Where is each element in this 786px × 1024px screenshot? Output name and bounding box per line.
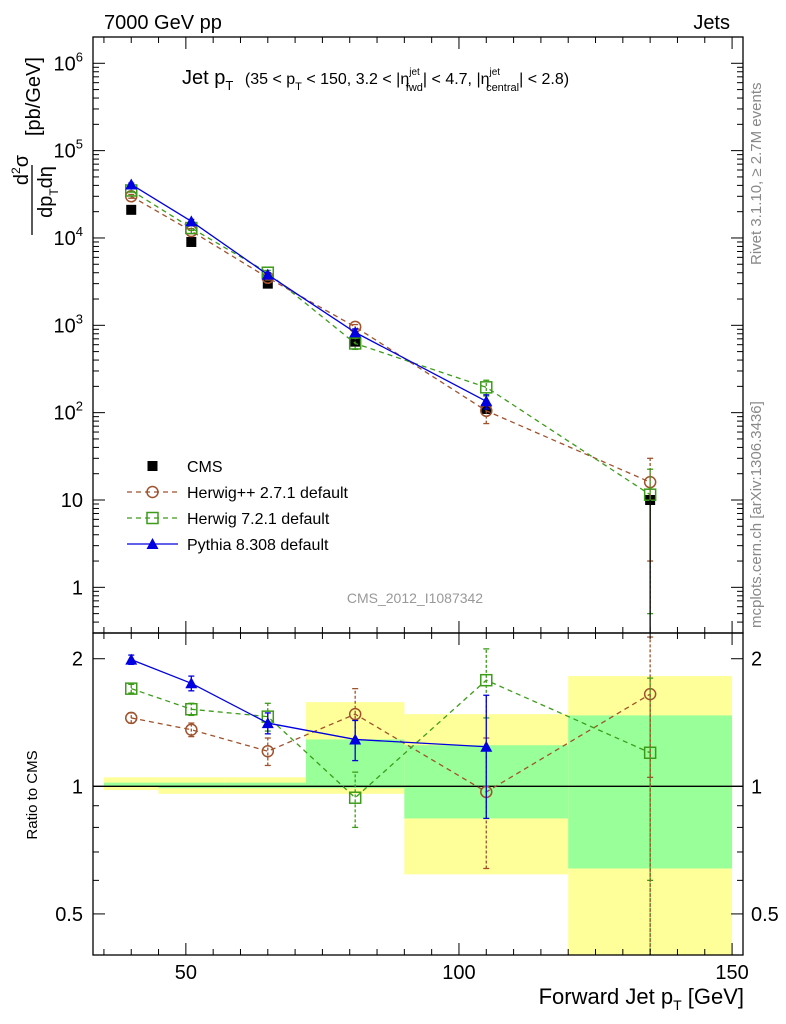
ratio-point-2-3 [349,733,362,745]
ratio-band-green-2 [224,782,307,789]
ratio-point-0-0 [124,711,138,725]
title-sup-jet-1: jet [408,67,420,78]
legend-label-3: Pythia 8.308 default [187,537,329,554]
ratio-point-1-0 [124,682,138,695]
ratio-point-0-3 [348,707,362,721]
ratio-xtick-label-2: 150 [715,962,748,984]
ratio-xtick-label-0: 50 [175,962,197,984]
main-point-2-4 [480,381,493,394]
y-axis-title: d2σ dpTdη [pb/GeV] [9,57,61,235]
analysis-watermark: CMS_2012_I1087342 [347,590,483,606]
ratio-band-green-0 [103,782,159,787]
mcplots-label: mcplots.cern.ch [arXiv:1306.3436] [748,401,765,628]
title-main-sub: T [225,78,233,93]
title-cut-sub: T [295,81,302,93]
svg-text:d2σ: d2σ [9,154,33,185]
ratio-y-label: Ratio to CMS [24,750,41,839]
legend-label-1: Herwig++ 2.7.1 default [187,485,349,502]
ratio-point-2-2 [261,717,274,729]
ratio-point-2-0 [125,653,138,665]
svg-text:[pb/GeV]: [pb/GeV] [23,57,45,136]
title-sub-central: central [486,82,519,94]
legend: CMS Herwig++ 2.7.1 default Herwig 7.2.1 de… [127,459,349,554]
main-ytick-label-1: 10 [61,490,83,512]
ratio-ytick-label-right-1: 1 [751,776,762,798]
legend-label-0: CMS [187,459,223,476]
title-cut-open: (35 < p [245,71,295,88]
ratio-band-green-1 [158,782,225,789]
main-point-3-4 [480,395,493,407]
main-ytick-label-4: 104 [54,224,83,250]
title-sup-jet-2: jet [489,67,501,78]
legend-marker-1 [146,485,159,499]
main-ytick-label-6: 106 [54,49,83,75]
title-cut-mid2: | < 4.7, |η [423,71,490,88]
ratio-ytick-label-2: 2 [72,649,83,671]
ratio-frame [92,632,744,956]
main-point-0-0 [126,204,137,215]
process-label: Jets [693,12,730,34]
legend-label-2: Herwig 7.2.1 default [187,511,330,528]
main-ytick-label-5: 105 [54,137,83,163]
main-panel-data [124,178,657,633]
legend-marker-3 [146,538,159,549]
ratio-uncertainty-bands [103,676,733,955]
legend-marker-0 [147,461,158,471]
main-ytick-label-3: 103 [54,311,83,337]
main-point-3-2 [261,268,274,280]
ratio-point-0-2 [261,744,275,758]
ratio-point-1-1 [185,702,198,716]
main-point-0-1 [186,236,197,247]
title-main: Jet p [182,67,225,89]
ratio-line-1 [131,679,651,799]
axes: 1 10 102 103 104 105 106 50 100 150 0.5 0.5 1 1 2 2 [54,36,779,984]
main-point-2-3 [348,337,362,350]
ratio-xtick-label-1: 100 [442,962,475,984]
ratio-ytick-label-right-2: 2 [751,649,762,671]
main-point-3-1 [185,215,198,227]
chart-title: Jet pT (35 < pT < 150, 3.2 < |ηjet fwd| <… [182,67,569,95]
main-ytick-label-2: 102 [54,399,83,425]
ratio-ytick-label-1: 1 [72,776,83,798]
main-ytick-label-0: 1 [72,577,83,599]
main-line-3 [130,183,487,402]
svg-text:dpTdη: dpTdη [35,166,61,218]
main-point-3-0 [125,178,138,190]
ratio-point-0-1 [185,723,198,736]
ratio-ytick-label-0: 0.5 [55,904,83,926]
rivet-label: Rivet 3.1.10, ≥ 2.7M events [748,83,765,266]
title-sub-fwd: fwd [406,82,423,94]
main-point-3-3 [349,326,362,338]
ratio-point-1-3 [348,791,362,804]
title-cut-mid1: < 150, 3.2 < |η [302,71,409,88]
x-axis-title: Forward Jet pT [GeV] [539,984,744,1013]
ratio-panel-data [93,636,743,955]
energy-label: 7000 GeV pp [104,12,222,34]
title-cut-close: | < 2.8) [519,71,569,88]
ratio-ytick-label-right-0: 0.5 [751,904,779,926]
main-line-1 [130,195,651,483]
ratio-point-2-4 [480,740,493,752]
legend-marker-2 [146,511,159,525]
ratio-point-1-4 [480,673,493,687]
main-line-2 [130,189,651,496]
ratio-point-2-1 [185,677,198,689]
